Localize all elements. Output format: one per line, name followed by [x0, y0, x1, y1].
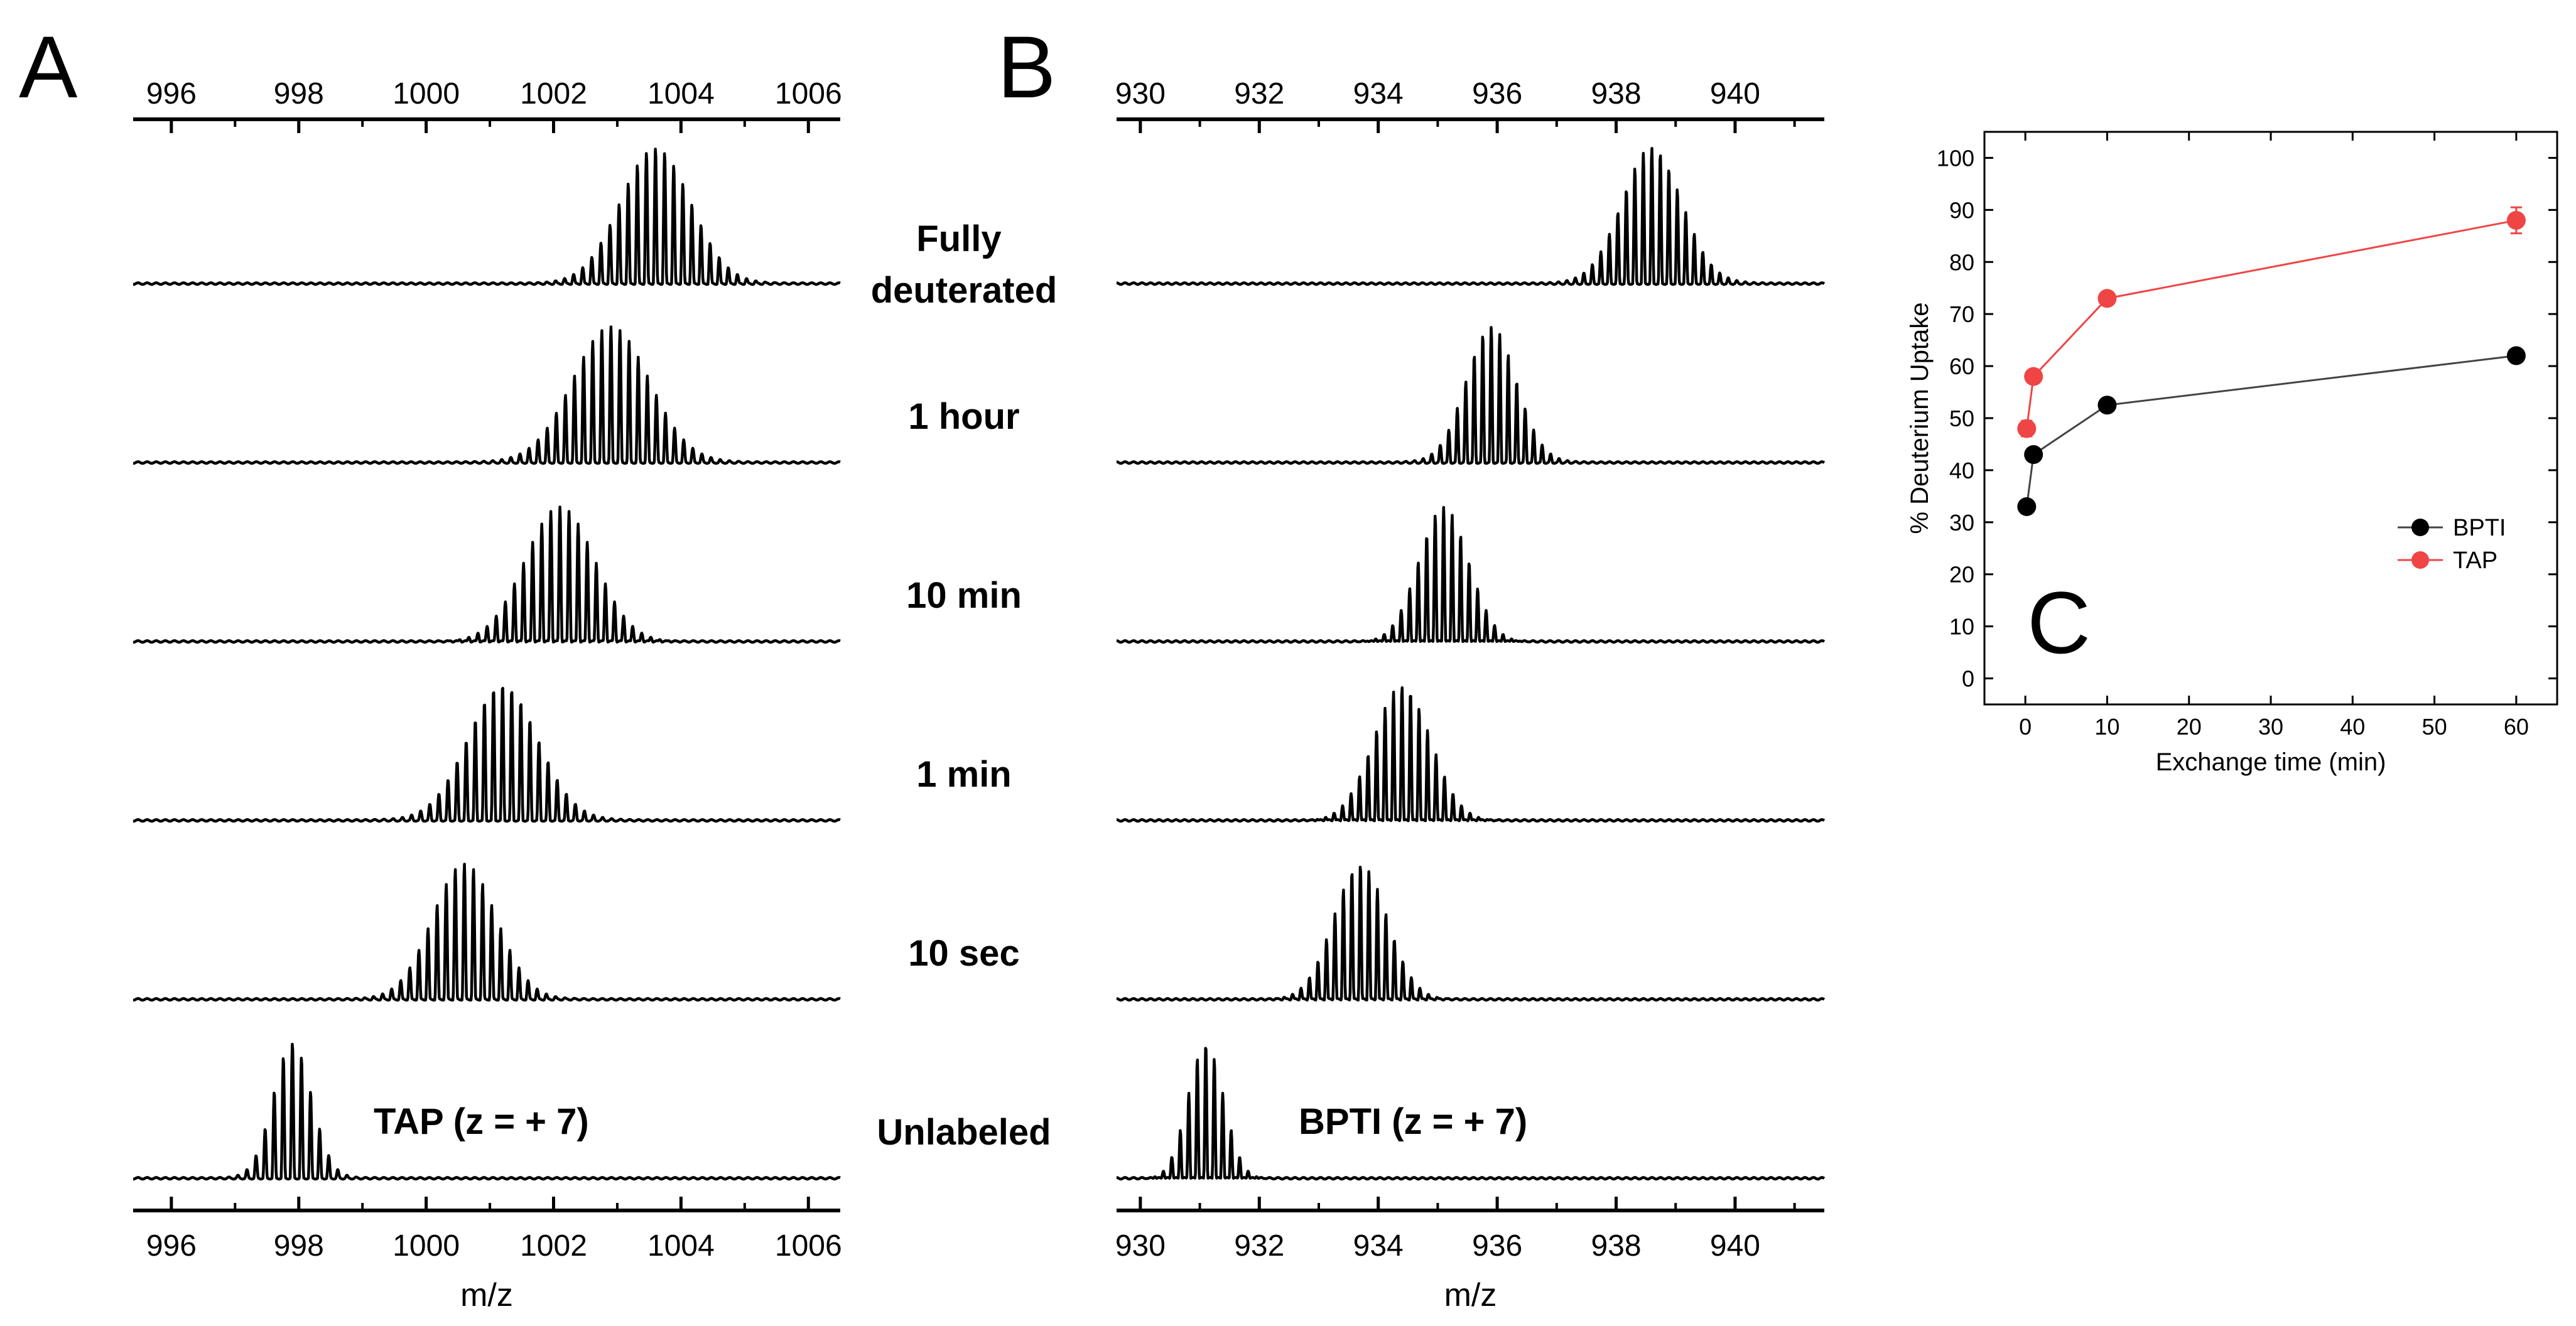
panel-a-bottom-tick-label: 1000 — [392, 1229, 460, 1263]
panel-c-y-tick-label: 40 — [1949, 458, 1974, 483]
panel-a-spectrum-1-hour — [132, 325, 842, 465]
panel-c-point-bpti — [2097, 396, 2117, 415]
panel-a-bottom-tick-label: 1002 — [520, 1229, 587, 1263]
panel-label-c: C — [2027, 573, 2091, 672]
panel-a-bottom-tick-label: 1006 — [775, 1229, 842, 1263]
panel-b-bottom-tick-label: 930 — [1115, 1229, 1166, 1263]
panel-c-background — [1988, 135, 2556, 700]
panel-c-x-tick-label: 50 — [2422, 714, 2447, 740]
panel-a-top-tick-label: 1000 — [392, 77, 460, 110]
panel-b-xlabel: m/z — [1444, 1277, 1497, 1313]
panel-b-top-tick-label: 932 — [1234, 77, 1284, 110]
panel-c-legend-label-bpti: BPTI — [2453, 515, 2506, 541]
condition-label-1min: 1 min — [916, 754, 1012, 795]
condition-label-fully-line1: Fully — [916, 218, 1001, 259]
panel-b-bottom-tick-label: 932 — [1234, 1229, 1284, 1263]
panel-c-legend-marker-bpti — [2411, 519, 2429, 536]
panel-a-spectrum-1-min — [132, 686, 842, 823]
panel-c-ylabel: % Deuterium Uptake — [1906, 302, 1934, 534]
panel-c-point-tap — [2017, 419, 2037, 438]
panel-a-top-tick-label: 998 — [274, 77, 324, 110]
panel-a-spectrum-fully-deuterated — [132, 148, 842, 286]
panel-a-bottom-tick-label: 1004 — [647, 1229, 715, 1263]
panel-b-top-tick-label: 934 — [1353, 77, 1404, 110]
panel-b-ion-label: BPTI (z = + 7) — [1299, 1101, 1527, 1142]
panel-c-point-tap — [2024, 367, 2043, 386]
panel-c-point-tap — [2097, 289, 2117, 308]
condition-label-10sec: 10 sec — [908, 933, 1019, 974]
panel-c-legend-label-tap: TAP — [2453, 547, 2498, 574]
panel-b-spectrum-10-sec — [1115, 865, 1826, 1002]
panel-c-x-tick-label: 40 — [2340, 714, 2365, 740]
panel-c-uptake-plot: 0 10 20 30 40 50 60 0 10 20 30 40 50 60 70 80 90 100 Excha… — [1906, 131, 2558, 776]
panel-c-y-tick-label: 50 — [1949, 406, 1974, 431]
panel-c-point-tap — [2506, 210, 2526, 230]
panel-a-spectrum-10-sec — [132, 863, 842, 1002]
panel-b-bottom-tick-label: 938 — [1591, 1229, 1641, 1263]
panel-a-spectra: 996 996 998 998 1000 1000 1002 1002 1004 1004 1006… — [132, 77, 842, 1313]
panel-b-spectra: 930 930 932 932 934 934 936 936 938 938 940 940 m/z B… — [1115, 77, 1826, 1313]
panel-a-spectrum-10-min — [132, 505, 842, 644]
panel-b-bottom-tick-label: 936 — [1472, 1229, 1522, 1263]
panel-c-y-tick-label: 90 — [1949, 197, 1974, 223]
panel-c-line-tap — [2025, 219, 2517, 429]
panel-a-top-tick-label: 1004 — [647, 77, 715, 110]
panel-b-bottom-tick-label: 934 — [1353, 1229, 1404, 1263]
panel-c-xlabel: Exchange time (min) — [2156, 748, 2386, 776]
panel-c-x-tick-label: 10 — [2094, 714, 2119, 740]
panel-c-point-bpti — [2024, 445, 2043, 465]
panel-b-top-tick-label: 940 — [1710, 77, 1760, 110]
panel-c-y-tick-label: 100 — [1937, 145, 1974, 171]
panel-a-xlabel: m/z — [460, 1277, 513, 1313]
condition-label-10min: 10 min — [906, 575, 1022, 616]
panel-a-top-tick-label: 996 — [146, 77, 197, 110]
panel-a-bottom-tick-label: 996 — [146, 1229, 197, 1263]
panel-c-y-tick-label: 30 — [1949, 510, 1974, 536]
panel-a-ion-label: TAP (z = + 7) — [374, 1101, 589, 1142]
panel-b-top-tick-label: 930 — [1115, 77, 1166, 110]
panel-b-spectrum-fully-deuterated — [1115, 147, 1826, 286]
panel-c-y-tick-label: 0 — [1962, 666, 1974, 692]
condition-label-unlabeled: Unlabeled — [877, 1112, 1051, 1153]
panel-c-line-bpti — [2025, 355, 2517, 507]
panel-c-y-tick-label: 80 — [1949, 249, 1974, 275]
panel-c-y-tick-label: 20 — [1949, 562, 1974, 588]
panel-a-top-tick-label: 1006 — [775, 77, 842, 110]
panel-c-point-bpti — [2506, 346, 2526, 365]
panel-c-y-tick-label: 60 — [1949, 353, 1974, 379]
panel-b-spectrum-1-min — [1115, 686, 1826, 823]
panel-b-spectrum-unlabeled — [1115, 1047, 1826, 1181]
panel-label-a: A — [19, 18, 78, 116]
condition-label-1hour: 1 hour — [908, 396, 1019, 437]
condition-label-fully-line2: deuterated — [871, 270, 1058, 311]
condition-label-fully: Fully deuterated — [871, 218, 1058, 311]
panel-b-spectrum-10-min — [1115, 505, 1826, 644]
panel-c-y-tick-label: 10 — [1949, 614, 1974, 640]
condition-labels: Fully deuterated 1 hour 10 min 1 min 10 … — [871, 218, 1058, 1153]
panel-c-x-tick-label: 20 — [2177, 714, 2202, 740]
panel-c-y-tick-label: 70 — [1949, 301, 1974, 327]
panel-c-x-tick-label: 60 — [2504, 714, 2529, 740]
panel-b-spectrum-1-hour — [1115, 326, 1826, 465]
panel-c-x-tick-label: 30 — [2258, 714, 2283, 740]
panel-a-bottom-tick-label: 998 — [274, 1229, 324, 1263]
panel-b-bottom-tick-label: 940 — [1710, 1229, 1760, 1263]
panel-label-b: B — [997, 18, 1056, 116]
panel-a-top-tick-label: 1002 — [520, 77, 587, 110]
panel-b-top-tick-label: 936 — [1472, 77, 1522, 110]
panel-c-legend-marker-tap — [2411, 551, 2429, 569]
panel-a-spectrum-unlabeled — [132, 1042, 842, 1181]
panel-b-top-tick-label: 938 — [1591, 77, 1641, 110]
panel-c-point-bpti — [2017, 497, 2037, 516]
panel-c-x-tick-label: 0 — [2019, 714, 2032, 740]
